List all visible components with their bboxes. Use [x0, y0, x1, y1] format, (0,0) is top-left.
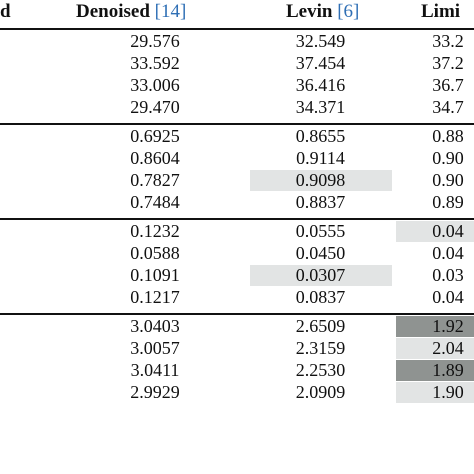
- cell-limi: 0.90: [432, 170, 464, 190]
- group-rule: [0, 313, 474, 315]
- cell-levin: 0.0837: [295, 287, 346, 307]
- cell-limi: 33.2: [432, 31, 464, 51]
- cell-levin: 2.6509: [295, 316, 346, 336]
- highlight-cell: [396, 338, 474, 359]
- cell-levin: 0.0555: [295, 221, 346, 241]
- highlight-cell: [396, 316, 474, 337]
- cell-denoised: 3.0403: [130, 316, 180, 336]
- cell-denoised: 0.1217: [130, 287, 180, 307]
- cell-levin: 2.3159: [295, 338, 346, 358]
- cell-levin: 34.371: [295, 97, 346, 117]
- cell-limi: 0.88: [432, 126, 464, 146]
- cell-limi: 0.04: [432, 287, 464, 307]
- table-row: 2.9929 2.0909 1.90: [0, 382, 474, 403]
- citation-link[interactable]: [6]: [337, 1, 360, 22]
- cell-denoised: 33.006: [130, 75, 180, 95]
- header-limi-label: Limi: [421, 1, 461, 22]
- cell-limi: 1.92: [432, 316, 464, 336]
- table-row: 0.7484 0.8837 0.89: [0, 192, 474, 213]
- cell-denoised: 0.8604: [130, 148, 180, 168]
- cell-limi: 0.90: [432, 148, 464, 168]
- header-rule: [0, 28, 474, 30]
- table-row: 0.8604 0.9114 0.90: [0, 148, 474, 169]
- cell-denoised: 0.7827: [130, 170, 180, 190]
- cell-denoised: 0.7484: [130, 192, 180, 212]
- table-row: 33.592 37.454 37.2: [0, 53, 474, 74]
- table-row: 3.0057 2.3159 2.04: [0, 338, 474, 359]
- highlight-cell: [250, 265, 392, 286]
- cell-levin: 32.549: [295, 31, 346, 51]
- highlight-cell: [396, 221, 474, 242]
- citation-link[interactable]: [14]: [154, 1, 187, 22]
- header-method: d: [0, 0, 11, 28]
- cell-denoised: 3.0057: [130, 338, 180, 358]
- cell-limi: 0.89: [432, 192, 464, 212]
- cell-denoised: 0.0588: [130, 243, 180, 263]
- table-row: 0.6925 0.8655 0.88: [0, 126, 474, 147]
- highlight-cell: [250, 170, 392, 191]
- group-rule: [0, 218, 474, 220]
- cell-levin: 0.8655: [295, 126, 346, 146]
- cell-limi: 0.04: [432, 221, 464, 241]
- table-row: 0.7827 0.9098 0.90: [0, 170, 474, 191]
- cell-denoised: 0.1091: [130, 265, 180, 285]
- table-row: 29.470 34.371 34.7: [0, 97, 474, 118]
- table-row: 0.0588 0.0450 0.04: [0, 243, 474, 264]
- cell-levin: 0.9114: [296, 148, 345, 168]
- cell-limi: 0.03: [432, 265, 464, 285]
- header-levin-label: Levin: [286, 1, 333, 22]
- table-row: 29.576 32.549 33.2: [0, 31, 474, 52]
- cell-levin: 0.8837: [295, 192, 346, 212]
- highlight-cell: [396, 382, 474, 403]
- table-row: 3.0411 2.2530 1.89: [0, 360, 474, 381]
- header-denoised: Denoised [14]: [76, 0, 186, 28]
- header-method-label: d: [0, 1, 11, 22]
- cell-limi: 36.7: [432, 75, 464, 95]
- cell-denoised: 0.1232: [130, 221, 180, 241]
- cell-levin: 2.2530: [295, 360, 346, 380]
- cell-levin: 2.0909: [295, 382, 346, 402]
- table-row: 0.1091 0.0307 0.03: [0, 265, 474, 286]
- cell-denoised: 29.576: [130, 31, 180, 51]
- cell-levin: 0.0450: [295, 243, 346, 263]
- cell-levin: 37.454: [295, 53, 346, 73]
- cell-limi: 34.7: [432, 97, 464, 117]
- table-row: 3.0403 2.6509 1.92: [0, 316, 474, 337]
- header-levin: Levin [6]: [286, 0, 359, 28]
- cell-denoised: 2.9929: [130, 382, 180, 402]
- cell-denoised: 0.6925: [130, 126, 180, 146]
- cell-levin: 0.0307: [295, 265, 346, 285]
- cell-limi: 2.04: [432, 338, 464, 358]
- cell-denoised: 29.470: [130, 97, 180, 117]
- cell-levin: 0.9098: [295, 170, 346, 190]
- cell-limi: 0.04: [432, 243, 464, 263]
- cell-levin: 36.416: [295, 75, 346, 95]
- cell-denoised: 33.592: [130, 53, 180, 73]
- header-denoised-label: Denoised: [76, 1, 150, 22]
- cell-limi: 1.90: [432, 382, 464, 402]
- table-row: 0.1217 0.0837 0.04: [0, 287, 474, 308]
- cell-denoised: 3.0411: [130, 360, 180, 380]
- table-row: 33.006 36.416 36.7: [0, 75, 474, 96]
- cell-limi: 37.2: [432, 53, 464, 73]
- table-row: 0.1232 0.0555 0.04: [0, 221, 474, 242]
- highlight-cell: [396, 360, 474, 381]
- cell-limi: 1.89: [432, 360, 464, 380]
- group-rule: [0, 123, 474, 125]
- header-limi: Limi: [421, 0, 460, 28]
